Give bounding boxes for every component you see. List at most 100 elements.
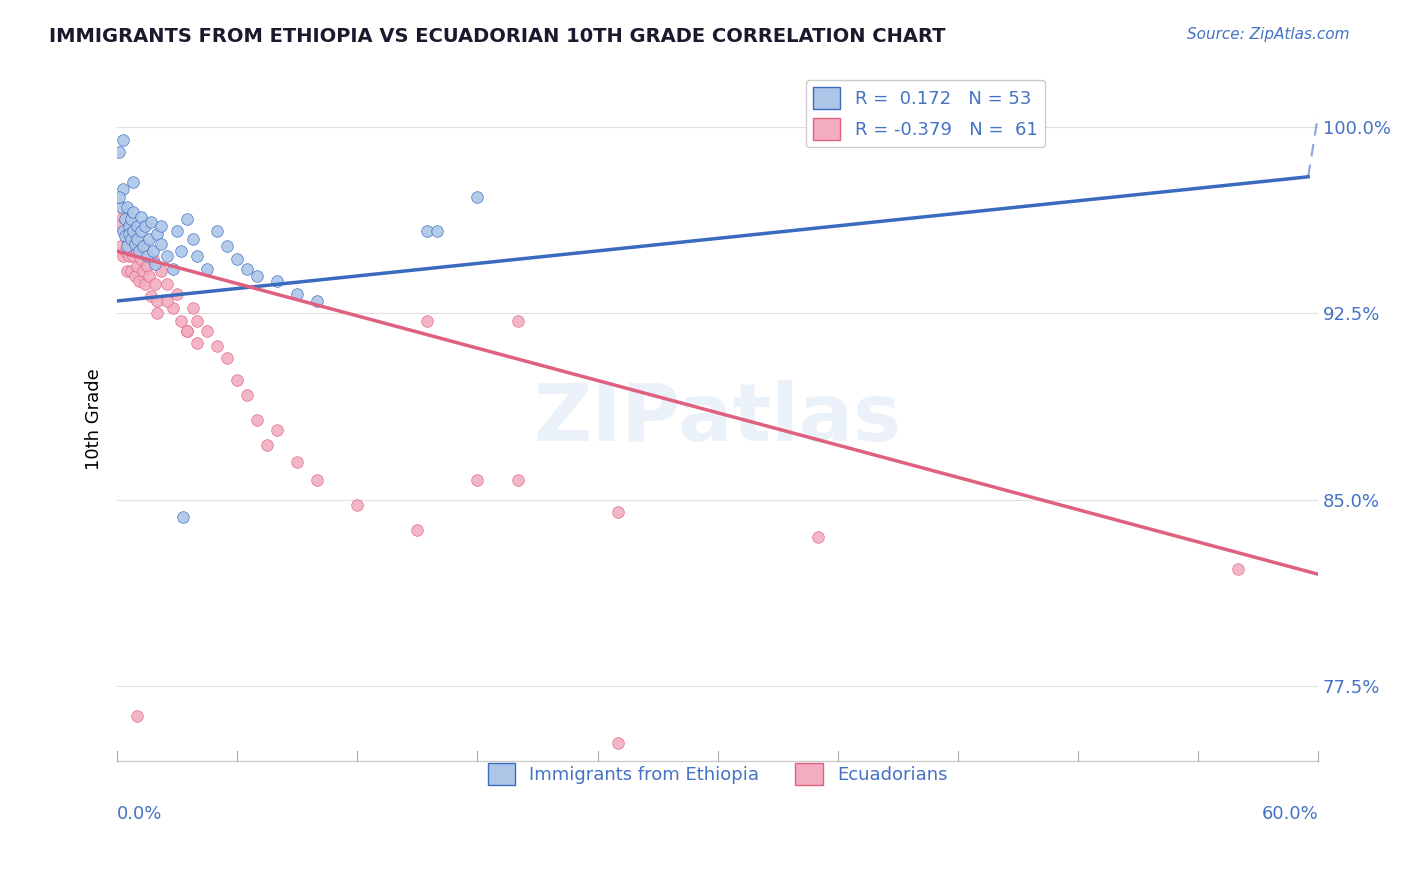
Point [115, 232, 138, 246]
Point [115, 200, 138, 214]
Y-axis label: 10th Grade: 10th Grade [86, 368, 103, 470]
Point [176, 324, 198, 338]
Point [266, 423, 288, 437]
Point [120, 232, 142, 246]
Point [127, 259, 149, 273]
Point [112, 224, 135, 238]
Point [266, 274, 288, 288]
Point [114, 212, 136, 227]
Point [217, 239, 239, 253]
Point [606, 736, 628, 750]
Point [166, 224, 188, 238]
Point [112, 132, 135, 146]
Point [122, 249, 145, 263]
Point [127, 708, 149, 723]
Point [141, 289, 163, 303]
Point [256, 438, 278, 452]
Point [146, 306, 169, 320]
Point [112, 182, 135, 196]
Point [156, 293, 179, 308]
Point [226, 252, 249, 266]
Point [143, 257, 166, 271]
Point [156, 277, 179, 291]
Point [195, 261, 218, 276]
Point [156, 249, 179, 263]
Point [195, 324, 218, 338]
Point [246, 269, 269, 284]
Point [186, 314, 208, 328]
Point [120, 264, 142, 278]
Legend: Immigrants from Ethiopia, Ecuadorians: Immigrants from Ethiopia, Ecuadorians [481, 756, 955, 792]
Point [112, 249, 135, 263]
Point [506, 314, 529, 328]
Text: ZIPatlas: ZIPatlas [533, 380, 901, 458]
Point [120, 244, 142, 259]
Point [150, 236, 173, 251]
Point [181, 232, 204, 246]
Point [176, 212, 198, 227]
Text: 0.0%: 0.0% [117, 805, 163, 823]
Point [114, 227, 136, 241]
Point [181, 301, 204, 316]
Point [129, 239, 152, 253]
Point [307, 473, 329, 487]
Point [118, 219, 141, 234]
Point [124, 269, 146, 284]
Point [143, 277, 166, 291]
Point [172, 510, 194, 524]
Point [207, 224, 229, 238]
Point [246, 413, 269, 427]
Point [132, 239, 155, 253]
Point [134, 277, 156, 291]
Point [127, 219, 149, 234]
Point [122, 175, 145, 189]
Point [506, 473, 529, 487]
Point [170, 244, 193, 259]
Point [120, 212, 142, 227]
Point [124, 236, 146, 251]
Point [115, 239, 138, 253]
Point [127, 244, 149, 259]
Point [426, 224, 449, 238]
Point [467, 473, 489, 487]
Point [108, 189, 131, 203]
Text: Source: ZipAtlas.com: Source: ZipAtlas.com [1187, 27, 1350, 42]
Point [127, 232, 149, 246]
Point [134, 219, 156, 234]
Point [150, 219, 173, 234]
Point [128, 244, 150, 259]
Point [186, 336, 208, 351]
Point [170, 314, 193, 328]
Point [136, 249, 159, 263]
Point [136, 259, 159, 273]
Point [122, 224, 145, 238]
Point [346, 498, 368, 512]
Point [129, 224, 152, 238]
Point [110, 200, 132, 214]
Point [162, 261, 184, 276]
Point [236, 261, 259, 276]
Point [146, 227, 169, 241]
Point [606, 505, 628, 519]
Point [207, 339, 229, 353]
Point [122, 227, 145, 241]
Point [186, 249, 208, 263]
Point [176, 324, 198, 338]
Point [150, 264, 173, 278]
Point [118, 219, 141, 234]
Point [236, 388, 259, 402]
Point [166, 286, 188, 301]
Point [162, 301, 184, 316]
Point [114, 244, 136, 259]
Point [285, 286, 308, 301]
Point [807, 530, 830, 544]
Point [122, 204, 145, 219]
Point [141, 214, 163, 228]
Point [217, 351, 239, 365]
Point [467, 189, 489, 203]
Point [1227, 562, 1250, 576]
Point [226, 374, 249, 388]
Point [416, 224, 439, 238]
Point [110, 239, 132, 253]
Point [142, 244, 165, 259]
